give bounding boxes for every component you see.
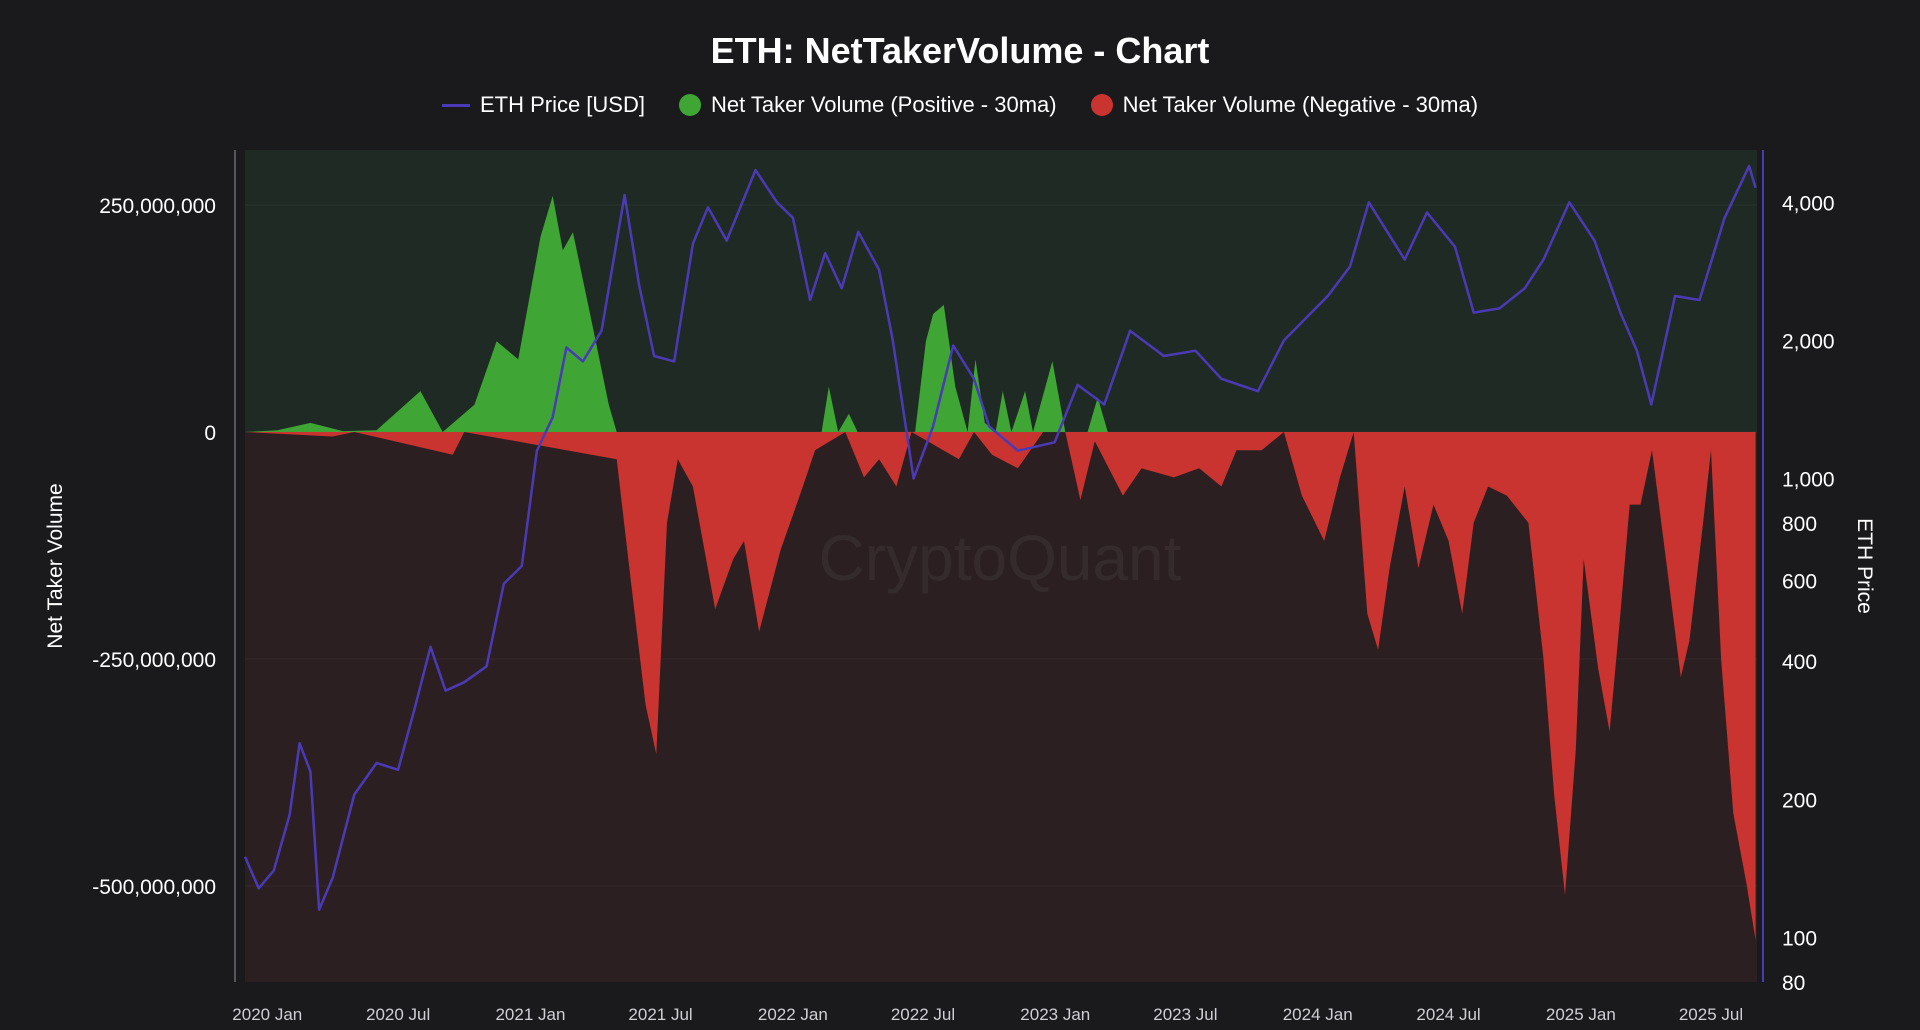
legend-item-negative[interactable]: Net Taker Volume (Negative - 30ma) (1090, 92, 1479, 118)
legend-line-icon (441, 103, 470, 107)
x-axis-tick-label: 2023 Jul (1153, 1005, 1217, 1024)
x-axis-tick-label: 2020 Jul (366, 1005, 430, 1024)
left-axis-tick-label: 0 (204, 422, 216, 445)
negative-volume-area (245, 432, 1756, 941)
x-axis-tick-label: 2025 Jan (1546, 1005, 1616, 1024)
right-axis-tick-label: 80 (1782, 972, 1805, 995)
x-axis-tick-label: 2024 Jan (1283, 1005, 1353, 1024)
right-axis-tick-label: 800 (1782, 513, 1817, 536)
legend-label-eth-price: ETH Price [USD] (479, 92, 645, 117)
legend-dot-icon (1090, 94, 1113, 116)
right-axis-tick-label: 400 (1782, 651, 1817, 674)
chart-title: ETH: NetTakerVolume - Chart (710, 30, 1210, 71)
x-axis-tick-label: 2022 Jul (891, 1005, 955, 1024)
left-axis-tick-label: 250,000,000 (99, 195, 216, 218)
x-axis-tick-label: 2021 Jan (495, 1005, 565, 1024)
eth-price-line (243, 164, 1757, 911)
negative-zone (245, 432, 1757, 982)
right-axis-tick-label: 100 (1782, 928, 1817, 951)
left-axis-tick-label: -250,000,000 (92, 649, 216, 672)
right-axis-tick-label: 1,000 (1782, 469, 1835, 492)
left-axis-tick-label: -500,000,000 (92, 876, 216, 899)
legend-label-negative: Net Taker Volume (Negative - 30ma) (1122, 92, 1479, 117)
x-axis-tick-label: 2021 Jul (628, 1005, 692, 1024)
right-axis-title: ETH Price (1853, 518, 1876, 614)
x-axis-tick-label: 2020 Jan (232, 1005, 302, 1024)
legend-item-positive[interactable]: Net Taker Volume (Positive - 30ma) (678, 92, 1057, 118)
x-axis-tick-label: 2025 Jul (1679, 1005, 1743, 1024)
legend-dot-icon (678, 94, 701, 116)
right-axis-tick-label: 2,000 (1782, 330, 1835, 353)
x-axis-tick-label: 2023 Jan (1020, 1005, 1090, 1024)
x-axis-tick-label: 2024 Jul (1416, 1005, 1480, 1024)
x-axis-tick-label: 2022 Jan (758, 1005, 828, 1024)
right-axis-tick-label: 200 (1782, 789, 1817, 812)
chart-legend: ETH Price [USD] Net Taker Volume (Positi… (0, 92, 1920, 118)
left-axis-title: Net Taker Volume (44, 483, 67, 648)
legend-label-positive: Net Taker Volume (Positive - 30ma) (710, 92, 1057, 117)
right-axis-tick-label: 600 (1782, 570, 1817, 593)
legend-item-eth-price[interactable]: ETH Price [USD] (441, 92, 645, 118)
positive-volume-area (245, 195, 1108, 432)
watermark: CryptoQuant (819, 522, 1182, 594)
positive-zone (245, 150, 1757, 432)
right-axis-tick-label: 4,000 (1782, 192, 1835, 215)
